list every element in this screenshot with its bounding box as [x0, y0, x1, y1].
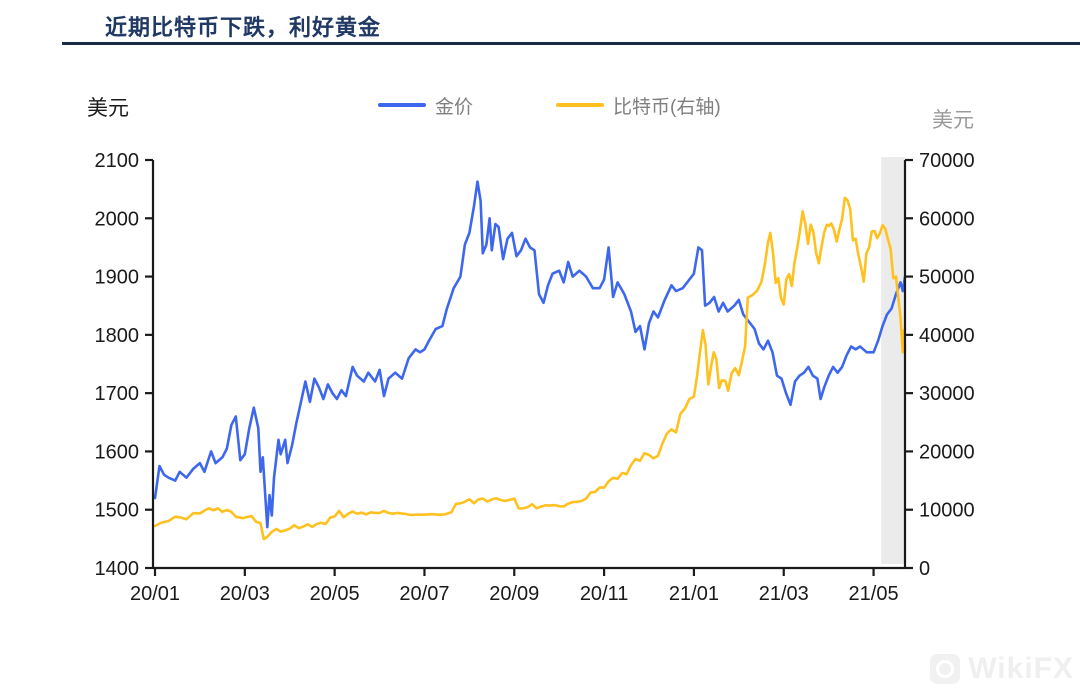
y-axis-right-tick-label: 10000	[919, 500, 975, 522]
x-axis-tick-label: 21/03	[759, 583, 809, 605]
right-axis-unit-label: 美元	[932, 109, 974, 132]
bitcoin-line-swatch-icon	[556, 103, 604, 107]
y-axis-right-tick-label: 50000	[919, 267, 975, 289]
y-axis-left-tick-label: 1500	[95, 500, 140, 522]
y-axis-left-tick-label: 1600	[95, 441, 140, 463]
y-axis-right-tick-label: 60000	[919, 208, 975, 230]
legend-label-gold-price: 金价	[435, 96, 474, 118]
x-axis-tick-label: 20/03	[220, 583, 270, 605]
x-axis-tick-label: 21/01	[669, 583, 719, 605]
y-axis-left-tick-label: 1400	[95, 558, 140, 580]
wikifx-logo-icon	[930, 654, 961, 684]
x-axis-tick-label: 20/05	[310, 583, 360, 605]
y-axis-right-tick-label: 0	[919, 558, 930, 580]
y-axis-left-tick-label: 1900	[95, 267, 140, 289]
y-axis-right-tick-label: 20000	[919, 441, 975, 463]
legend-item-bitcoin: 比特币(右轴)	[556, 94, 721, 118]
title-divider	[62, 42, 1080, 45]
x-axis-tick-label: 20/09	[489, 583, 539, 605]
y-axis-right-tick-label: 40000	[919, 325, 975, 347]
left-axis-unit-label: 美元	[87, 97, 129, 120]
x-axis-tick-label: 20/01	[130, 583, 180, 605]
wikifx-watermark: WikiFX	[930, 652, 1074, 686]
legend-label-bitcoin: 比特币(右轴)	[613, 96, 721, 118]
gold-price-line	[153, 180, 907, 529]
y-axis-right-tick-label: 70000	[919, 150, 975, 172]
y-axis-left-tick-label: 1800	[95, 325, 140, 347]
x-axis-tick-label: 20/07	[399, 583, 449, 605]
gold-price-line-swatch-icon	[378, 103, 426, 107]
legend-item-gold-price: 金价	[378, 94, 474, 118]
bitcoin-line	[153, 196, 907, 541]
x-axis-tick-label: 20/11	[580, 583, 629, 605]
legend: 金价 比特币(右轴)	[0, 94, 1080, 118]
y-axis-left-tick-label: 2000	[95, 208, 140, 230]
figure-title: 近期比特币下跌，利好黄金	[105, 15, 382, 40]
wikifx-watermark-text: WikiFX	[968, 652, 1074, 685]
x-axis-tick-label: 21/05	[849, 583, 899, 605]
highlight-band	[881, 157, 905, 564]
y-axis-right-tick-label: 30000	[919, 383, 975, 405]
y-axis-left-tick-label: 2100	[95, 150, 140, 172]
y-axis-left-tick-label: 1700	[95, 383, 140, 405]
